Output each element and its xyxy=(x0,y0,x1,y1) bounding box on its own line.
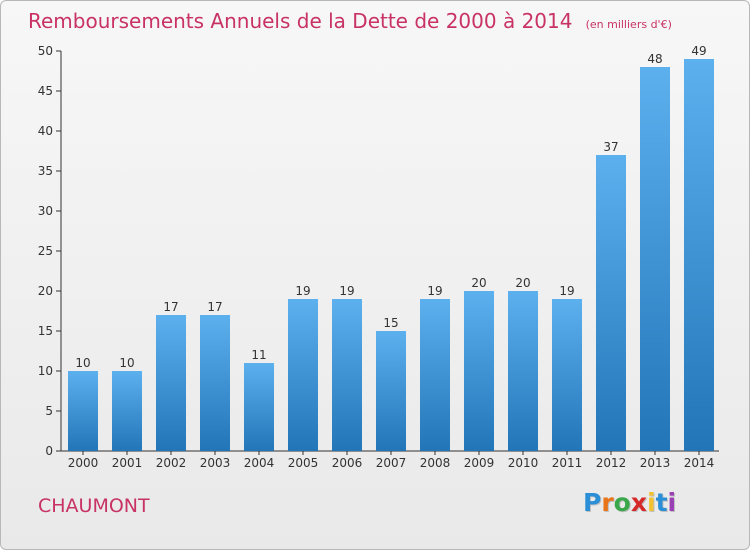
y-tick-label: 10 xyxy=(38,364,53,378)
x-tick-label: 2000 xyxy=(68,456,99,470)
data-label: 17 xyxy=(163,300,178,314)
brand-logo: Proxiti xyxy=(583,488,676,517)
data-label: 15 xyxy=(383,316,398,330)
bar xyxy=(376,331,406,451)
data-label: 19 xyxy=(427,284,442,298)
bar xyxy=(508,291,538,451)
bar xyxy=(288,299,318,451)
data-label: 19 xyxy=(559,284,574,298)
data-label: 19 xyxy=(295,284,310,298)
x-tick-label: 2014 xyxy=(684,456,715,470)
data-label: 37 xyxy=(603,140,618,154)
y-tick-label: 5 xyxy=(45,404,53,418)
y-tick-label: 50 xyxy=(38,44,53,58)
bar xyxy=(112,371,142,451)
x-tick-label: 2002 xyxy=(156,456,187,470)
y-tick-label: 25 xyxy=(38,244,53,258)
bar xyxy=(684,59,714,451)
data-label: 48 xyxy=(647,52,662,66)
x-tick-label: 2013 xyxy=(640,456,671,470)
y-tick-label: 40 xyxy=(38,124,53,138)
bar xyxy=(68,371,98,451)
bar xyxy=(156,315,186,451)
data-label: 17 xyxy=(207,300,222,314)
y-tick-label: 0 xyxy=(45,444,53,458)
data-label: 20 xyxy=(515,276,530,290)
x-tick-label: 2012 xyxy=(596,456,627,470)
bar xyxy=(244,363,274,451)
brand-letter: P xyxy=(583,488,602,517)
y-tick-label: 45 xyxy=(38,84,53,98)
bar xyxy=(332,299,362,451)
x-tick-label: 2010 xyxy=(508,456,539,470)
chart-subtitle: (en milliers d'€) xyxy=(585,18,672,31)
x-tick-label: 2011 xyxy=(552,456,583,470)
data-label: 20 xyxy=(471,276,486,290)
brand-letter: i xyxy=(647,488,656,517)
bar xyxy=(552,299,582,451)
data-label: 10 xyxy=(75,356,90,370)
y-tick-label: 30 xyxy=(38,204,53,218)
x-tick-label: 2001 xyxy=(112,456,143,470)
brand-letter: o xyxy=(613,488,631,517)
data-label: 11 xyxy=(251,348,266,362)
chart-title: Remboursements Annuels de la Dette de 20… xyxy=(28,9,573,33)
commune-name: CHAUMONT xyxy=(38,495,150,517)
title-row: Remboursements Annuels de la Dette de 20… xyxy=(28,9,672,33)
bar xyxy=(200,315,230,451)
bar xyxy=(420,299,450,451)
brand-letter: x xyxy=(630,488,647,517)
bar xyxy=(464,291,494,451)
y-tick-label: 15 xyxy=(38,324,53,338)
data-label: 49 xyxy=(691,44,706,58)
brand-letter: t xyxy=(655,488,668,517)
x-tick-label: 2007 xyxy=(376,456,407,470)
data-label: 19 xyxy=(339,284,354,298)
y-tick-label: 35 xyxy=(38,164,53,178)
brand-letter: i xyxy=(667,488,677,517)
x-tick-label: 2003 xyxy=(200,456,231,470)
x-tick-label: 2004 xyxy=(244,456,275,470)
bar xyxy=(596,155,626,451)
x-tick-label: 2009 xyxy=(464,456,495,470)
x-tick-label: 2008 xyxy=(420,456,451,470)
bar xyxy=(640,67,670,451)
x-tick-label: 2006 xyxy=(332,456,363,470)
data-label: 10 xyxy=(119,356,134,370)
brand-letter: r xyxy=(601,488,614,517)
y-tick-label: 20 xyxy=(38,284,53,298)
x-tick-label: 2005 xyxy=(288,456,319,470)
